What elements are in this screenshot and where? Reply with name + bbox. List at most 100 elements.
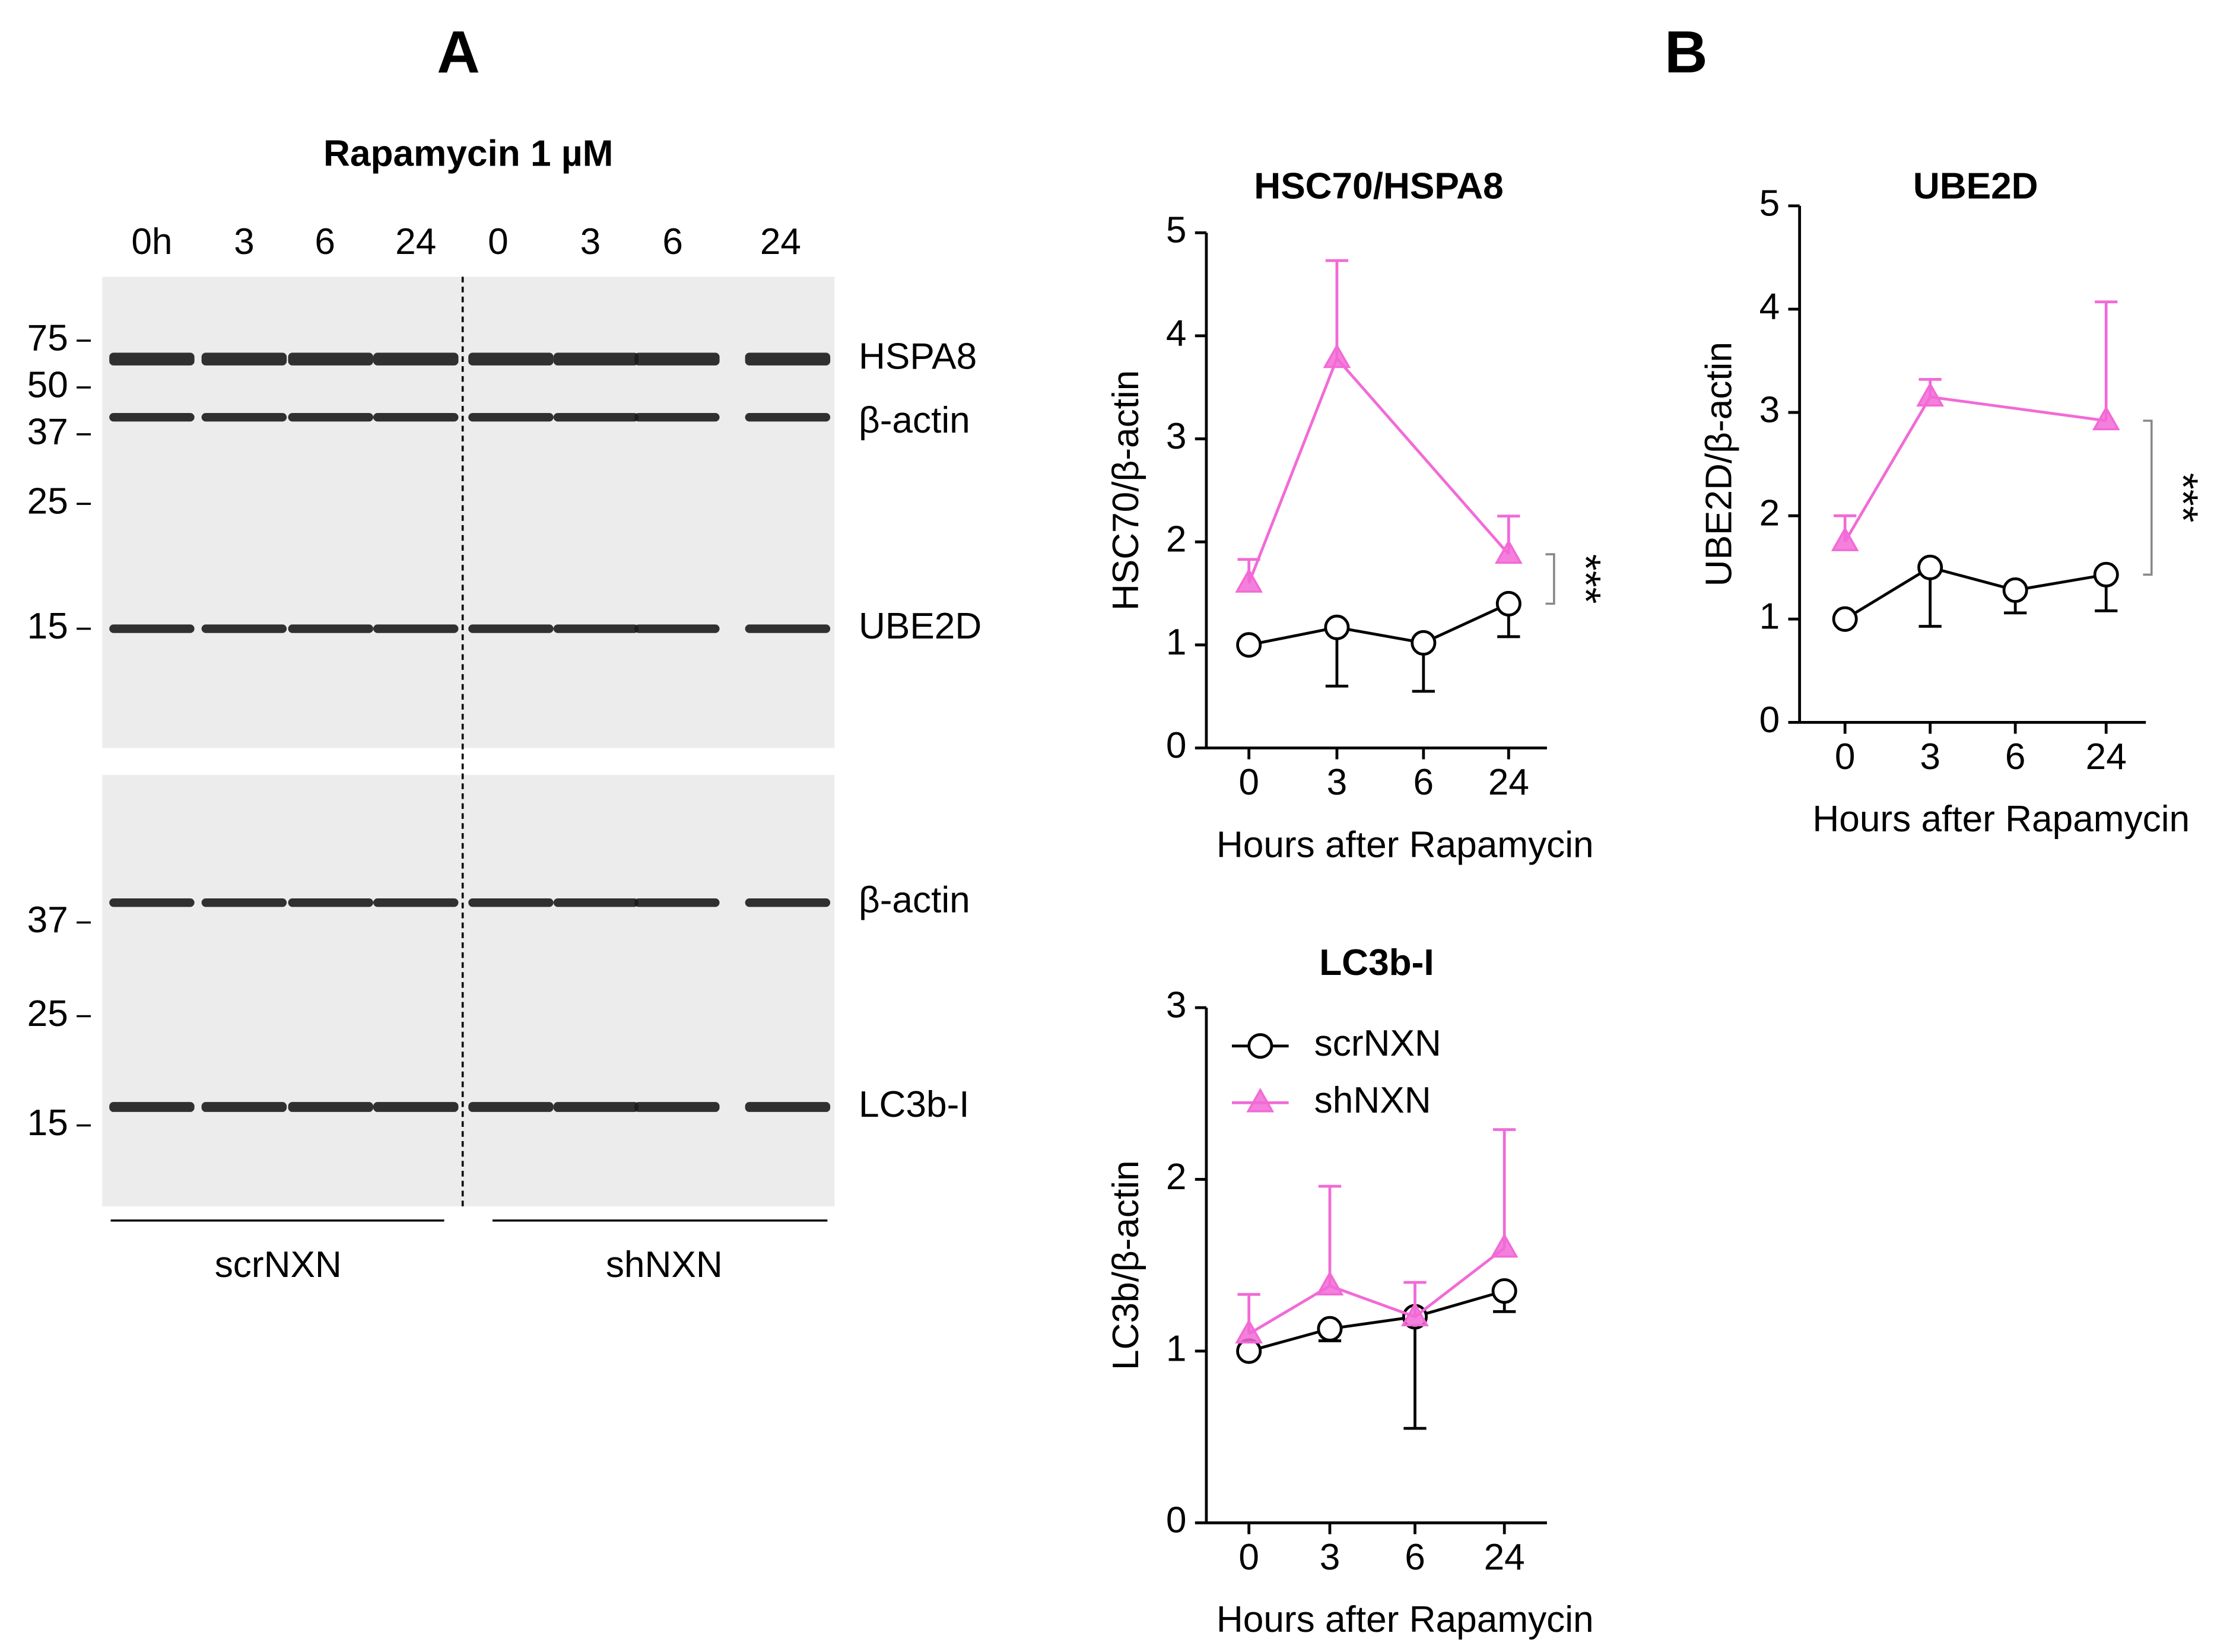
band bbox=[634, 898, 720, 907]
band bbox=[109, 352, 195, 366]
series-line bbox=[1247, 355, 1510, 584]
band bbox=[634, 352, 720, 366]
data-point bbox=[1411, 630, 1437, 656]
data-point bbox=[1235, 568, 1263, 593]
panel-label: B bbox=[1665, 19, 1708, 85]
band bbox=[745, 413, 831, 422]
mw-marker: 37 bbox=[27, 411, 68, 452]
legend-marker bbox=[1246, 1088, 1275, 1113]
band-label: UBE2D bbox=[859, 606, 981, 647]
y-axis-label: HSC70/β-actin bbox=[1106, 370, 1146, 611]
group-label: shNXN bbox=[606, 1244, 723, 1285]
x-tick-label: 6 bbox=[1405, 1537, 1425, 1578]
band bbox=[373, 352, 459, 366]
y-tick-label: 3 bbox=[1166, 416, 1187, 457]
x-axis-label: Hours after Rapamycin bbox=[1216, 1599, 1594, 1640]
y-tick-label: 0 bbox=[1166, 725, 1187, 766]
mw-marker: 25 bbox=[27, 481, 68, 522]
legend-marker bbox=[1247, 1033, 1273, 1059]
mw-marker: 50 bbox=[27, 364, 68, 405]
data-point bbox=[1832, 606, 1858, 632]
x-tick-label: 6 bbox=[2005, 736, 2026, 777]
data-point bbox=[1495, 590, 1521, 617]
band bbox=[109, 413, 195, 422]
band-label: β-actin bbox=[859, 880, 970, 921]
data-point bbox=[1491, 1278, 1517, 1304]
band bbox=[109, 898, 195, 907]
data-point bbox=[1324, 614, 1350, 640]
lane-label: 24 bbox=[760, 221, 801, 262]
y-tick-label: 1 bbox=[1166, 622, 1187, 663]
band bbox=[745, 352, 831, 366]
x-axis-label: Hours after Rapamycin bbox=[1216, 824, 1594, 865]
series-line bbox=[1249, 1289, 1505, 1353]
panel-label: A bbox=[437, 19, 480, 85]
data-point bbox=[1916, 382, 1945, 407]
data-point bbox=[1236, 632, 1262, 658]
chart-title: UBE2D bbox=[1913, 166, 2038, 207]
y-tick-label: 3 bbox=[1759, 389, 1780, 430]
y-tick-label: 2 bbox=[1759, 493, 1780, 534]
y-axis-label: LC3b/β-actin bbox=[1106, 1160, 1146, 1370]
band bbox=[468, 413, 554, 422]
x-tick-label: 3 bbox=[1320, 1537, 1341, 1578]
y-tick-label: 2 bbox=[1166, 1157, 1187, 1197]
x-tick-label: 0 bbox=[1835, 736, 1856, 777]
lane-label: 3 bbox=[580, 221, 601, 262]
significance-bracket bbox=[1545, 553, 1555, 605]
lane-label: 6 bbox=[315, 221, 335, 262]
band bbox=[288, 898, 374, 907]
band bbox=[745, 898, 831, 907]
band bbox=[745, 1102, 831, 1112]
data-point bbox=[2093, 561, 2119, 587]
chart-title: LC3b-I bbox=[1319, 942, 1434, 983]
mw-marker: 25 bbox=[27, 993, 68, 1034]
band bbox=[468, 1102, 554, 1112]
lane-label: 3 bbox=[234, 221, 255, 262]
data-point bbox=[2092, 405, 2120, 431]
chart-title: HSC70/HSPA8 bbox=[1254, 166, 1503, 207]
x-tick-label: 0 bbox=[1238, 1537, 1259, 1578]
band bbox=[373, 1102, 459, 1112]
series-line bbox=[1248, 1247, 1505, 1336]
data-point bbox=[1317, 1316, 1343, 1342]
band bbox=[288, 413, 374, 422]
y-tick-label: 1 bbox=[1166, 1328, 1187, 1369]
x-tick-label: 0 bbox=[1238, 762, 1259, 803]
series-line bbox=[1249, 602, 1510, 647]
mw-marker: 15 bbox=[27, 606, 68, 647]
band bbox=[201, 624, 287, 633]
x-tick-label: 24 bbox=[1488, 762, 1529, 803]
band bbox=[201, 413, 287, 422]
data-point bbox=[1494, 539, 1523, 564]
band bbox=[288, 1102, 374, 1112]
data-point bbox=[1831, 526, 1859, 551]
lane-label: 0h bbox=[131, 221, 172, 262]
band bbox=[201, 352, 287, 366]
band bbox=[109, 624, 195, 633]
band bbox=[634, 1102, 720, 1112]
blot-title: Rapamycin 1 µM bbox=[323, 134, 613, 174]
data-point bbox=[1323, 343, 1351, 368]
significance-label: *** bbox=[1562, 554, 1609, 604]
band bbox=[553, 624, 639, 633]
y-tick-label: 2 bbox=[1166, 519, 1187, 560]
band bbox=[634, 624, 720, 633]
series-line bbox=[1844, 566, 2107, 621]
blot-membrane bbox=[102, 774, 835, 1206]
significance-bracket bbox=[2143, 420, 2153, 576]
y-tick-label: 5 bbox=[1166, 210, 1187, 251]
band bbox=[468, 624, 554, 633]
mw-marker: 75 bbox=[27, 317, 68, 358]
data-point bbox=[1316, 1270, 1344, 1296]
series-line bbox=[1844, 395, 2107, 542]
band bbox=[553, 413, 639, 422]
band bbox=[373, 624, 459, 633]
lane-label: 0 bbox=[488, 221, 509, 262]
data-point bbox=[1917, 554, 1943, 580]
band bbox=[553, 1102, 639, 1112]
x-tick-label: 3 bbox=[1920, 736, 1940, 777]
band-label: β-actin bbox=[859, 400, 970, 441]
y-tick-label: 4 bbox=[1166, 313, 1187, 354]
